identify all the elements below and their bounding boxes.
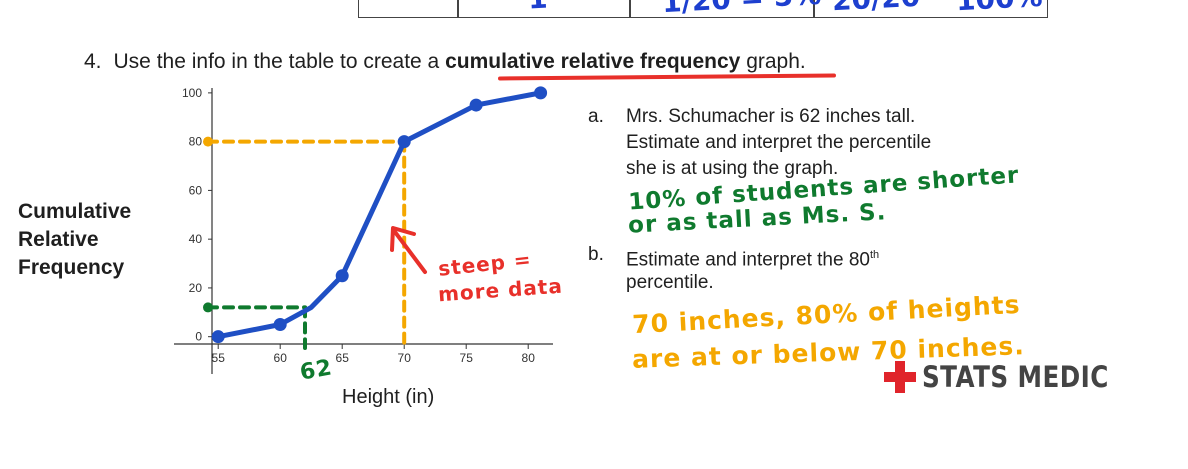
x-tick-label: 65 [336,351,350,365]
question-number: 4. [84,50,102,73]
x-tick-label: 70 [398,351,412,365]
y-tick-label: 80 [189,135,203,149]
logo-text: STATS MEDIC [922,360,1109,394]
part-a-line2: Estimate and interpret the percentile [626,132,932,153]
chart-annotations [390,226,427,274]
chart-guides [203,136,407,350]
table-fragment: 70-80 [358,0,1048,18]
data-point [211,330,225,344]
question-text-before: Use the info in the table to create a [113,50,446,73]
y-tick-label: 40 [189,232,203,246]
chart-axes: 0 20 40 60 80 100 55 60 65 70 75 80 [174,86,553,374]
red-arrow-shaft [393,230,427,274]
medical-cross-icon [884,361,916,393]
chart-series [211,86,548,344]
guide-start-dot [203,302,213,313]
x-tick-label: 60 [274,351,288,365]
data-point [534,86,548,100]
data-point [335,269,349,283]
stats-medic-logo: STATS MEDIC [884,360,1142,394]
data-point [469,98,483,112]
part-b-superscript: th [869,249,880,261]
guide-start-dot [203,136,213,147]
part-a-letter: a. [588,106,604,127]
question-emphasis: cumulative relative frequency [445,50,741,73]
part-b-letter: b. [588,244,604,265]
data-point [273,317,287,331]
part-a-line3: she is at using the graph. [626,158,839,179]
part-b-line1: Estimate and interpret the 80 [626,249,870,271]
part-b-line2: percentile. [626,272,714,293]
part-a-line1: Mrs. Schumacher is 62 inches tall. [626,106,916,127]
table-first-cell: 70-80 [369,0,415,5]
x-tick-label: 55 [212,351,226,365]
x-tick-label: 80 [522,351,536,365]
red-arrow-head [390,226,416,252]
y-tick-label: 0 [195,330,202,344]
y-tick-label: 100 [182,86,202,100]
data-point [397,135,411,149]
question-text-after: graph. [740,50,806,73]
y-tick-label: 20 [189,281,203,295]
y-axis-label: Cumulative Relative Frequency [18,200,132,279]
x-axis-label: Height (in) [342,386,435,408]
y-tick-label: 60 [189,183,203,197]
x-tick-label: 75 [460,351,474,365]
question-prompt: 4. Use the info in the table to create a … [84,50,806,74]
